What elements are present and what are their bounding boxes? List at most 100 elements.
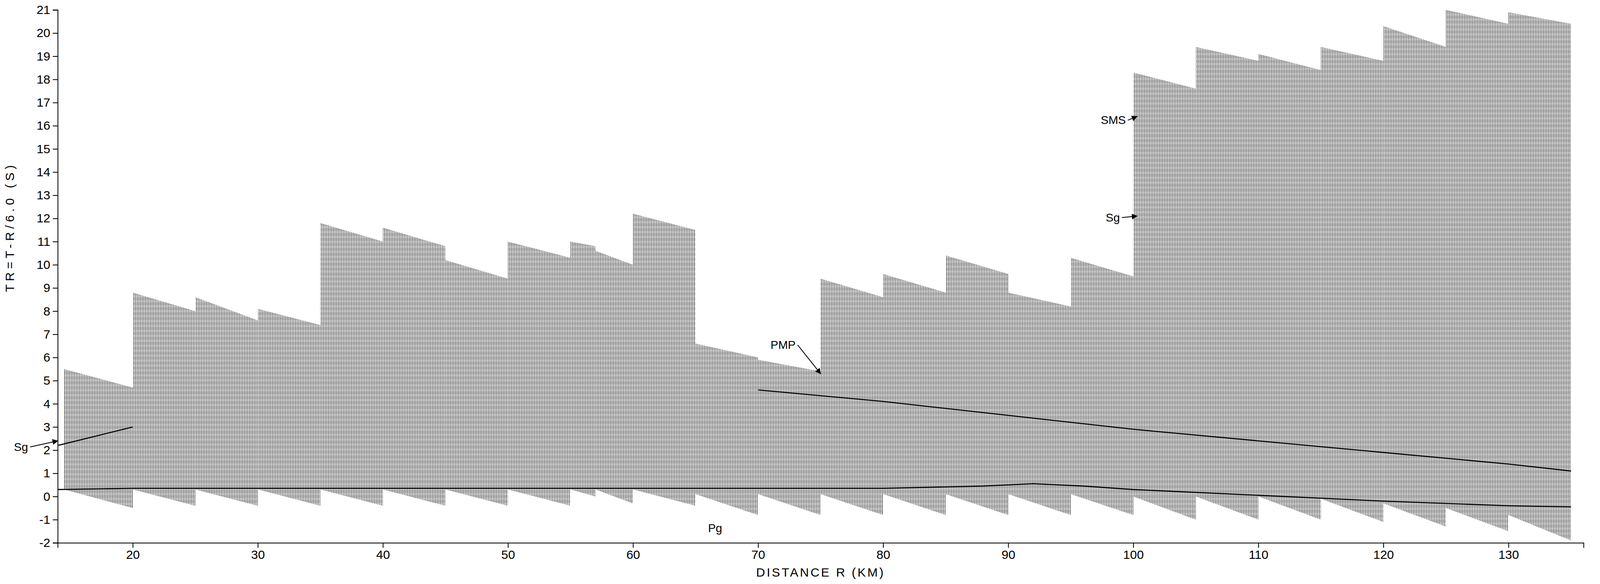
- y-tick: 1: [43, 466, 58, 481]
- annotation: Sg: [1104, 211, 1138, 225]
- y-tick-mark: [52, 171, 58, 173]
- y-tick-mark: [52, 125, 58, 127]
- shot-gather: [1008, 292, 1071, 516]
- y-tick-mark: [52, 450, 58, 451]
- y-tick-label: 12: [36, 211, 51, 226]
- x-tick-label: 80: [876, 548, 891, 562]
- label-background: [769, 338, 797, 352]
- y-tick: 0: [43, 490, 58, 504]
- x-tick-label: 90: [1001, 548, 1016, 562]
- x-tick: 130: [1498, 543, 1519, 562]
- x-tick: 80: [876, 543, 891, 562]
- travel-time-curve: [757, 390, 1571, 472]
- y-tick: 13: [36, 188, 58, 202]
- y-tick: 21: [36, 2, 58, 17]
- y-tick: 10: [36, 258, 58, 272]
- annotation-label: Sg: [1105, 211, 1120, 225]
- y-tick-mark: [52, 9, 58, 11]
- shot-gather: [258, 309, 321, 507]
- y-tick-mark: [52, 403, 58, 405]
- x-tick-mark: [257, 543, 259, 549]
- y-tick-label: 7: [43, 327, 51, 342]
- x-tick-mark: [507, 543, 509, 549]
- x-axis-line: [58, 543, 1584, 549]
- shot-gather: [507, 241, 571, 507]
- y-tick-mark: [52, 543, 58, 545]
- label-background: [1100, 113, 1127, 127]
- shot-gather: [633, 213, 696, 507]
- y-axis: -2-10123456789101112131415161718192021: [36, 2, 59, 550]
- x-tick: 60: [626, 543, 641, 562]
- y-tick-label: 16: [36, 118, 51, 133]
- y-tick-mark: [52, 102, 58, 104]
- annotation-arrow: [30, 441, 58, 448]
- x-tick-mark: [1258, 543, 1260, 549]
- y-tick: 18: [36, 72, 58, 87]
- x-tick: 50: [501, 543, 515, 562]
- y-tick-mark: [52, 357, 58, 359]
- chart: 2030405060708090100110120130-2-101234567…: [0, 0, 1600, 584]
- x-tick-label: 70: [751, 548, 765, 562]
- shot-gather: [1070, 258, 1134, 516]
- y-tick-label: 20: [36, 25, 51, 40]
- y-tick-label: -2: [39, 536, 51, 550]
- x-tick-label: 20: [126, 548, 140, 562]
- y-tick-label: 18: [36, 72, 51, 87]
- label-background: [1104, 211, 1121, 225]
- shot-gather: [445, 260, 509, 507]
- y-tick-mark: [52, 264, 58, 266]
- y-axis-title: TR=T-R/6.0 (S): [2, 161, 17, 293]
- annotation: Sg: [13, 440, 58, 455]
- annotation-label: SMS: [1100, 113, 1127, 127]
- y-tick-label: 9: [43, 281, 51, 295]
- y-tick-label: 3: [43, 420, 51, 435]
- x-tick: 100: [1123, 543, 1144, 562]
- x-tick-mark: [1008, 543, 1009, 549]
- y-tick-mark: [52, 79, 58, 80]
- shot-gather: [695, 343, 759, 516]
- y-tick-mark: [52, 148, 58, 150]
- x-tick: 20: [126, 543, 140, 562]
- x-tick-mark: [882, 543, 884, 549]
- x-tick-mark: [382, 543, 384, 549]
- y-tick-label: 19: [36, 49, 51, 64]
- annotation-label: Sg: [14, 441, 29, 454]
- y-tick: 11: [37, 234, 58, 249]
- x-tick-label: 130: [1498, 548, 1519, 562]
- shot-gather: [595, 251, 634, 504]
- shot-gather: [1320, 46, 1384, 523]
- shot-gather: [945, 255, 1009, 516]
- y-tick: -1: [39, 513, 58, 527]
- y-tick-mark: [52, 473, 58, 475]
- y-tick: 3: [43, 420, 58, 435]
- y-tick-label: 21: [36, 2, 51, 17]
- shot-gather: [132, 292, 196, 507]
- annotation-arrow: [1127, 116, 1137, 121]
- y-tick-mark: [52, 426, 58, 428]
- y-tick: -2: [39, 536, 58, 550]
- y-tick-label: 13: [36, 188, 51, 202]
- x-tick-label: 120: [1373, 548, 1394, 562]
- y-tick-mark: [52, 519, 58, 521]
- x-tick: 70: [751, 543, 765, 562]
- y-tick-label: -1: [39, 513, 51, 527]
- background: [0, 0, 1600, 584]
- shot-gather: [1258, 53, 1321, 521]
- y-tick-label: 10: [36, 258, 51, 272]
- x-tick-mark: [757, 543, 759, 549]
- y-tick-label: 4: [43, 397, 51, 411]
- y-tick-label: 6: [43, 350, 51, 365]
- x-axis-title: DISTANCE R (KM): [756, 565, 886, 580]
- x-tick: 40: [376, 543, 390, 562]
- y-tick: 9: [43, 281, 58, 295]
- x-tick-label: 100: [1123, 548, 1144, 562]
- y-tick-mark: [52, 32, 58, 34]
- y-tick-label: 14: [36, 165, 51, 179]
- plot-area: [57, 9, 1572, 541]
- y-tick-label: 0: [43, 490, 51, 504]
- x-tick: 110: [1248, 543, 1269, 562]
- label-background: [13, 440, 29, 455]
- y-tick: 12: [36, 211, 58, 226]
- y-tick: 5: [43, 373, 58, 388]
- annotation: Pg: [707, 521, 723, 536]
